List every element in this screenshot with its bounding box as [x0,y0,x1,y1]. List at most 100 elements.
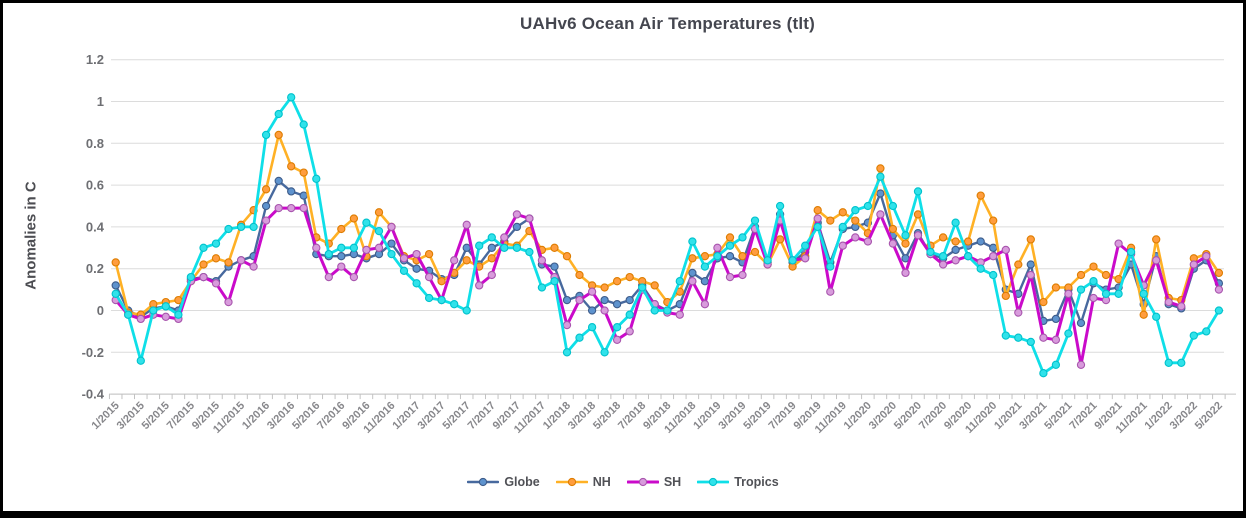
data-point-globe [700,277,710,286]
data-point-globe [587,306,597,315]
data-point-nh [1051,283,1061,292]
data-point-sh [450,256,459,265]
data-point-nh [888,224,898,234]
data-point-nh [913,210,923,219]
data-point-nh [1014,260,1023,269]
data-point-tropics [650,306,659,315]
data-point-tropics [437,295,446,305]
data-point-globe [1051,314,1061,324]
data-point-tropics [688,237,697,246]
data-point-globe [600,295,609,305]
data-point-sh [387,222,396,232]
data-point-sh [826,287,835,296]
data-point-tropics [976,264,985,273]
data-point-sh [211,279,221,288]
data-point-sh [876,210,885,219]
data-point-nh [951,237,960,246]
data-point-sh [913,231,923,240]
data-point-tropics [412,279,421,288]
data-point-globe [725,252,735,261]
data-point-nh [838,208,847,217]
data-point-sh [224,297,233,307]
data-point-nh [487,254,496,263]
data-point-tropics [487,233,496,242]
data-point-nh [1076,270,1086,280]
data-point-tropics [826,262,835,271]
data-point-sh [324,272,333,282]
y-tick-label: 1.2 [86,52,104,67]
data-point-tropics [211,239,221,248]
data-point-nh [600,283,609,292]
data-point-tropics [675,277,684,286]
data-point-tropics [788,256,797,265]
data-point-sh [575,295,584,305]
data-point-tropics [512,243,522,252]
data-point-nh [111,258,120,267]
data-point-nh [261,185,271,194]
data-point-tropics [1126,247,1136,257]
legend-marker-tropics-icon [697,477,730,487]
data-point-tropics [1152,312,1161,321]
data-point-globe [951,245,960,255]
data-point-nh [1139,310,1148,319]
data-point-sh [612,335,622,344]
data-point-tropics [1139,289,1148,298]
data-point-globe [387,239,396,248]
data-point-nh [989,216,998,225]
data-point-tropics [450,300,459,309]
data-point-tropics [750,216,760,225]
data-point-tropics [989,270,998,280]
data-point-tropics [312,174,321,183]
y-tick-label: 0.2 [86,261,104,276]
data-point-sh [1014,308,1023,317]
y-tick-label: 0 [97,303,104,318]
data-point-sh [374,243,384,252]
data-point-tropics [1039,369,1048,378]
data-point-nh [337,224,346,234]
data-point-globe [550,262,559,271]
data-point-nh [688,254,697,263]
data-point-tropics [525,247,534,257]
data-point-tropics [550,277,559,286]
data-point-sh [1064,289,1073,298]
data-point-globe [625,295,634,305]
data-point-sh [299,203,308,213]
data-point-tropics [186,272,196,282]
data-point-tropics [1026,337,1035,347]
legend-item-tropics: Tropics [697,475,779,489]
data-point-tropics [775,201,785,211]
data-point-tropics [876,172,885,181]
chart-title: UAHv6 Ocean Air Temperatures (tlt) [520,14,815,33]
data-point-nh [612,277,622,286]
data-point-tropics [111,289,120,298]
data-point-sh [700,300,710,309]
legend-label-sh: SH [663,475,682,489]
data-point-tropics [863,201,873,211]
data-point-nh [462,256,471,265]
data-point-nh [374,208,384,217]
data-point-globe [462,243,471,252]
y-tick-label: 0.6 [86,178,104,193]
data-point-nh [274,130,283,140]
data-point-tropics [1114,289,1123,298]
data-point-tropics [1202,327,1211,336]
data-point-sh [312,243,321,252]
data-point-sh [938,260,948,269]
data-point-tropics [1164,358,1173,367]
data-point-nh [1026,235,1035,244]
data-point-sh [287,203,296,213]
data-point-sh [863,237,873,246]
data-point-tropics [349,243,359,252]
data-point-tropics [249,222,258,232]
data-point-tropics [575,333,584,342]
data-point-tropics [1214,306,1224,315]
data-point-sh [487,270,496,280]
data-point-nh [1089,262,1098,271]
data-point-sh [738,270,747,280]
data-point-tropics [337,243,346,252]
data-point-tropics [926,247,935,257]
data-point-sh [1076,360,1086,369]
legend-marker-sh-icon [626,477,659,487]
data-point-tropics [1177,358,1186,367]
